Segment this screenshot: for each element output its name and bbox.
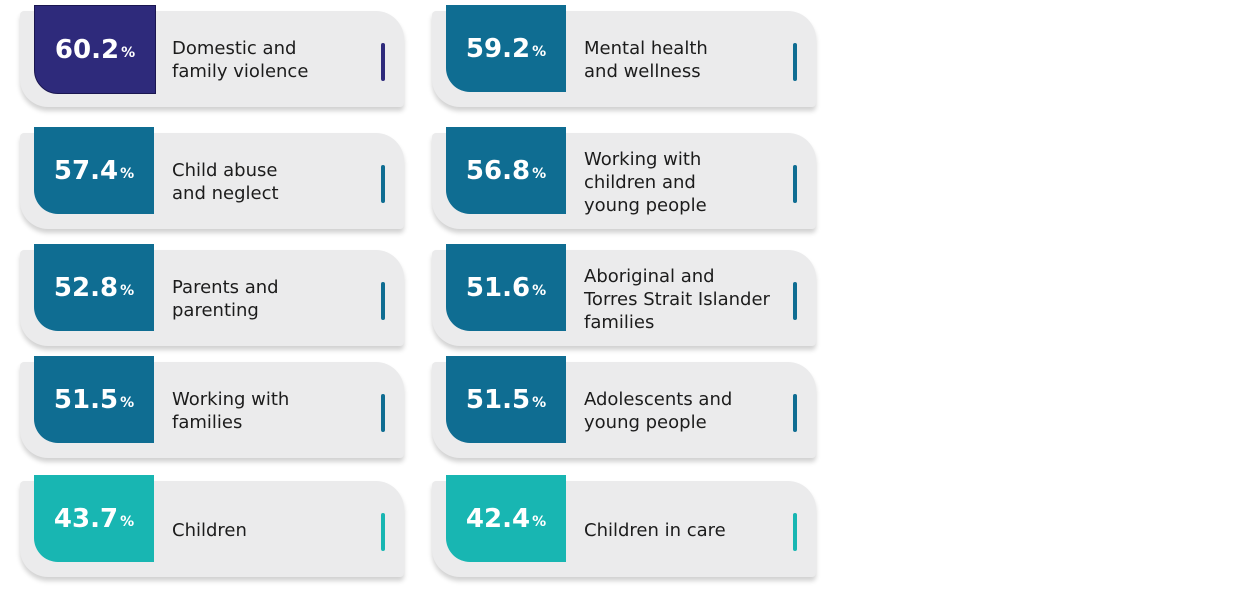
stat-value-number: 59.2 bbox=[465, 33, 531, 64]
stat-accent-bar bbox=[793, 394, 797, 432]
stat-accent-bar bbox=[793, 282, 797, 320]
stat-value: 60.2% bbox=[34, 5, 156, 94]
stat-value: 51.5% bbox=[34, 356, 154, 443]
stat-value-number: 43.7 bbox=[53, 503, 119, 534]
stat-accent-bar bbox=[381, 282, 385, 320]
stat-value-unit: % bbox=[121, 44, 136, 61]
stat-value-number: 42.4 bbox=[465, 503, 531, 534]
stat-accent-bar bbox=[381, 513, 385, 551]
stat-value: 56.8% bbox=[446, 127, 566, 214]
stat-value: 59.2% bbox=[446, 5, 566, 92]
stat-value-unit: % bbox=[120, 282, 135, 299]
stat-value-number: 52.8 bbox=[53, 272, 119, 303]
stat-label: Aboriginal and Torres Strait Islander fami… bbox=[584, 265, 770, 333]
stat-value-number: 51.6 bbox=[465, 272, 531, 303]
stat-label: Adolescents and young people bbox=[584, 389, 733, 433]
stat-value-unit: % bbox=[532, 165, 547, 182]
stat-label: Children bbox=[172, 519, 247, 541]
stat-label: Mental health and wellness bbox=[584, 38, 708, 82]
stat-label: Domestic and family violence bbox=[172, 38, 309, 82]
stat-value: 51.6% bbox=[446, 244, 566, 331]
stat-value-unit: % bbox=[532, 394, 547, 411]
stat-value: 42.4% bbox=[446, 475, 566, 562]
stat-value-unit: % bbox=[120, 394, 135, 411]
stat-value: 43.7% bbox=[34, 475, 154, 562]
stat-value-unit: % bbox=[120, 513, 135, 530]
stat-accent-bar bbox=[793, 165, 797, 203]
stat-value: 51.5% bbox=[446, 356, 566, 443]
stat-value-unit: % bbox=[532, 282, 547, 299]
stat-value-unit: % bbox=[532, 43, 547, 60]
stat-label: Parents and parenting bbox=[172, 277, 279, 321]
stat-accent-bar bbox=[381, 394, 385, 432]
stat-accent-bar bbox=[381, 165, 385, 203]
stat-value: 57.4% bbox=[34, 127, 154, 214]
stat-value-number: 56.8 bbox=[465, 155, 531, 186]
stat-value-number: 51.5 bbox=[53, 384, 119, 415]
stat-accent-bar bbox=[793, 43, 797, 81]
stat-label: Child abuse and neglect bbox=[172, 160, 279, 204]
stat-accent-bar bbox=[381, 43, 385, 81]
stat-value-number: 60.2 bbox=[54, 34, 120, 65]
stat-value-number: 57.4 bbox=[53, 155, 119, 186]
stat-label: Working with families bbox=[172, 389, 290, 433]
stat-value-unit: % bbox=[532, 513, 547, 530]
stat-value-unit: % bbox=[120, 165, 135, 182]
stat-value-number: 51.5 bbox=[465, 384, 531, 415]
stat-value: 52.8% bbox=[34, 244, 154, 331]
stat-label: Working with children and young people bbox=[584, 148, 707, 216]
stat-accent-bar bbox=[793, 513, 797, 551]
stat-label: Children in care bbox=[584, 519, 726, 541]
